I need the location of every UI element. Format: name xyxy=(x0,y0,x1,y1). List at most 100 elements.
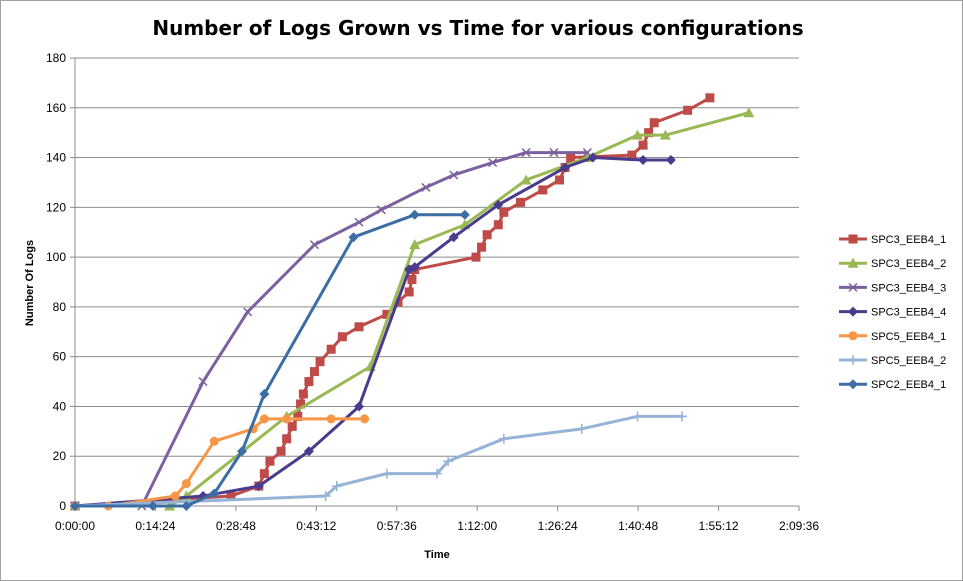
data-point xyxy=(326,344,336,354)
data-point xyxy=(493,220,503,230)
legend-marker xyxy=(848,234,858,244)
x-tick-label: 1:55:12 xyxy=(699,519,739,533)
data-point xyxy=(298,389,308,399)
legend-label: SPC3_EEB4_1 xyxy=(871,234,946,246)
legend-item: SPC3_EEB4_1 xyxy=(839,234,946,246)
data-point xyxy=(638,155,649,166)
data-point xyxy=(276,446,286,456)
series-line xyxy=(73,414,684,508)
data-point xyxy=(354,401,365,412)
legend-label: SPC5_EEB4_2 xyxy=(871,355,946,367)
data-point xyxy=(665,155,676,166)
data-point xyxy=(382,309,392,319)
legend-label: SPC3_EEB4_4 xyxy=(871,307,946,319)
series-spc3-eeb4-4 xyxy=(70,152,676,511)
x-tick-label: 0:57:36 xyxy=(377,519,417,533)
data-point xyxy=(516,197,526,207)
data-point xyxy=(421,182,431,192)
y-tick-label: 140 xyxy=(46,151,66,165)
x-tick-label: 1:12:00 xyxy=(457,519,497,533)
data-point xyxy=(644,128,654,138)
data-point xyxy=(315,357,325,367)
legend-marker xyxy=(848,306,858,317)
data-point xyxy=(459,209,470,220)
data-point xyxy=(259,414,269,424)
data-point xyxy=(555,175,565,185)
data-point xyxy=(209,488,220,499)
data-point xyxy=(181,501,192,511)
data-point xyxy=(409,209,420,220)
x-tick-label: 1:40:48 xyxy=(618,519,658,533)
legend-marker xyxy=(848,355,858,365)
series-spc3-eeb4-2 xyxy=(69,107,755,511)
axes xyxy=(70,57,800,511)
legend-marker xyxy=(848,379,858,390)
y-axis-tick-labels: 0 20 40 60 80 100 120 140 160 180 xyxy=(46,51,66,513)
y-tick-label: 100 xyxy=(46,250,66,264)
series-spc5-eeb4-2 xyxy=(70,411,688,511)
x-axis-title: Time xyxy=(424,549,449,561)
data-point xyxy=(337,332,347,342)
data-point xyxy=(683,105,693,115)
data-point xyxy=(404,287,414,297)
y-tick-label: 80 xyxy=(53,300,67,314)
legend-label: SPC2_EEB4_1 xyxy=(871,379,946,391)
x-tick-label: 2:09:36 xyxy=(779,519,819,533)
data-point xyxy=(409,239,421,250)
data-point xyxy=(354,322,364,332)
data-point xyxy=(209,436,219,446)
data-point xyxy=(381,468,392,479)
data-point xyxy=(482,230,492,240)
data-point xyxy=(354,217,364,227)
data-point xyxy=(243,307,253,317)
data-point xyxy=(331,481,342,492)
x-tick-label: 1:26:24 xyxy=(538,519,578,533)
legend-label: SPC3_EEB4_3 xyxy=(871,282,946,294)
data-point xyxy=(237,446,248,457)
data-point xyxy=(407,275,417,285)
data-point xyxy=(293,411,303,421)
y-tick-label: 20 xyxy=(53,449,67,463)
data-point xyxy=(488,158,498,168)
data-point xyxy=(499,207,509,217)
data-point xyxy=(566,153,576,163)
data-point xyxy=(265,456,275,466)
data-point xyxy=(576,423,587,434)
series-line xyxy=(73,111,751,508)
data-point xyxy=(743,107,755,118)
series-spc3-eeb4-1 xyxy=(70,93,715,511)
x-tick-label: 0:00:00 xyxy=(55,519,95,533)
data-point xyxy=(70,501,80,511)
data-point xyxy=(631,129,643,140)
x-tick-label: 0:14:24 xyxy=(135,519,175,533)
data-point xyxy=(147,501,158,511)
data-point xyxy=(170,491,180,501)
y-tick-label: 0 xyxy=(59,499,66,513)
data-point xyxy=(659,129,671,140)
legend-marker xyxy=(848,331,858,341)
data-point xyxy=(181,479,191,489)
data-point xyxy=(326,414,336,424)
data-point xyxy=(582,148,592,158)
legend-label: SPC3_EEB4_2 xyxy=(871,258,946,270)
data-point xyxy=(705,93,715,103)
data-point xyxy=(477,242,487,252)
data-point xyxy=(432,468,442,479)
data-point xyxy=(498,433,509,444)
data-point xyxy=(409,262,420,273)
data-point xyxy=(360,414,370,424)
data-point xyxy=(226,491,236,501)
series-line xyxy=(73,417,367,508)
data-point xyxy=(649,118,659,128)
data-point xyxy=(309,367,319,377)
data-point xyxy=(287,421,297,431)
data-point xyxy=(348,232,359,243)
y-tick-label: 160 xyxy=(46,101,66,115)
data-point xyxy=(259,469,269,479)
data-point xyxy=(304,377,314,387)
data-point xyxy=(638,140,648,150)
data-point xyxy=(471,252,481,262)
data-point xyxy=(538,185,548,195)
y-tick-label: 120 xyxy=(46,200,66,214)
data-point xyxy=(282,434,292,444)
